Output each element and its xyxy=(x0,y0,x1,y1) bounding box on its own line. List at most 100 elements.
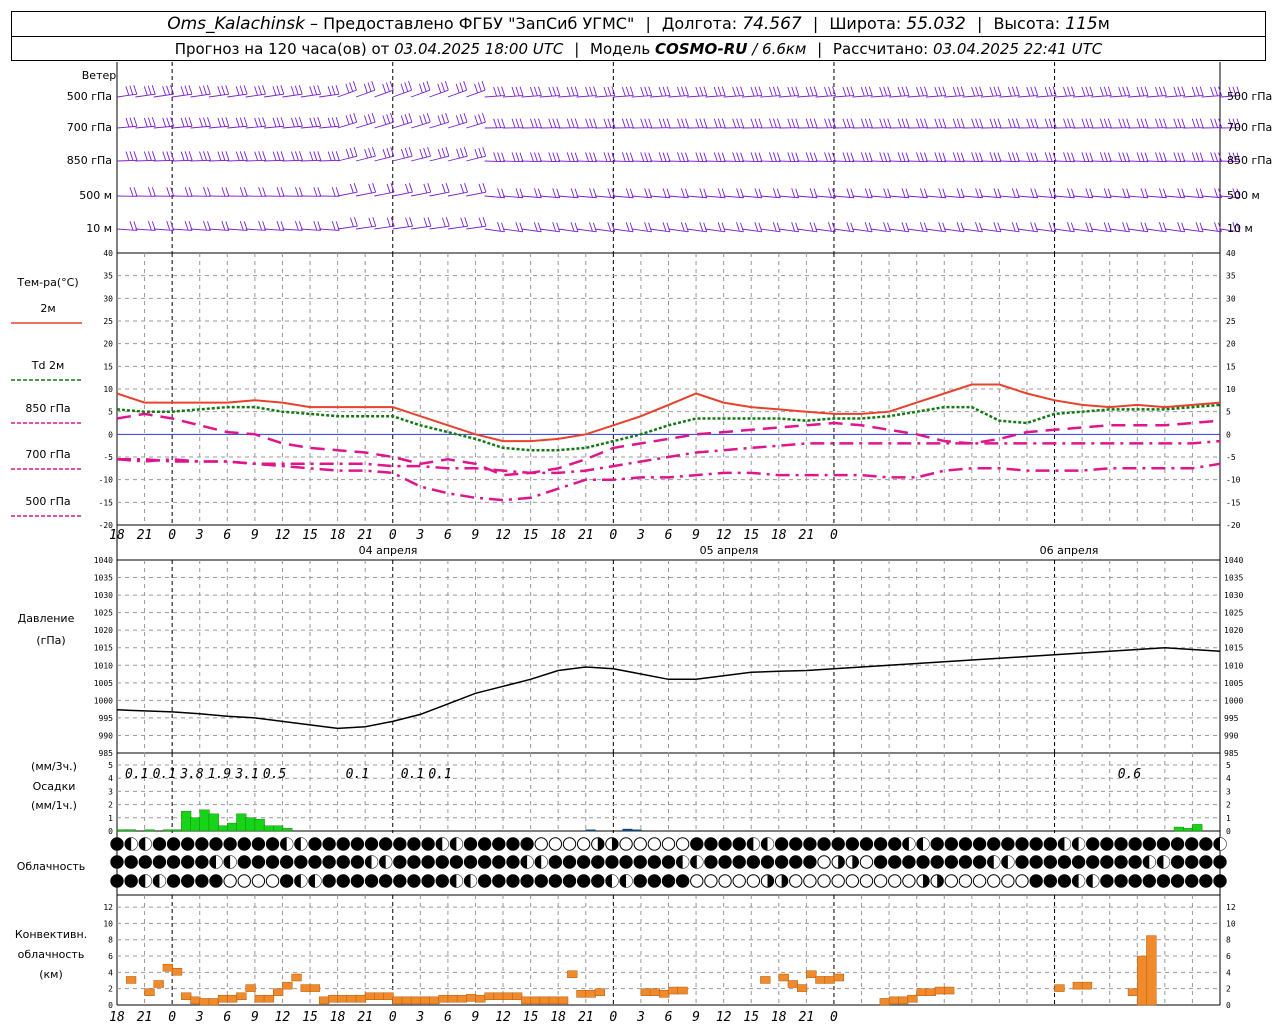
conv-bar xyxy=(806,970,817,978)
wind-barb-flag xyxy=(556,152,561,162)
wind-barb-flag xyxy=(221,85,226,95)
cloud-symbol xyxy=(718,837,732,851)
wind-barb-flag xyxy=(345,148,350,159)
wind-barb-flag xyxy=(813,86,818,96)
wind-barb-flag xyxy=(1126,222,1130,232)
wind-barb-shaft xyxy=(1146,195,1167,199)
cloud-symbol xyxy=(548,855,563,869)
pres-tick-left: 1010 xyxy=(94,661,113,670)
cloud-symbol xyxy=(845,837,860,851)
wind-barb-shaft xyxy=(1054,95,1075,98)
cloud-title: Облачность xyxy=(17,860,86,873)
wind-barb-shaft xyxy=(815,95,836,98)
wind-barb-flag xyxy=(699,86,704,97)
x-tick-label: 18 xyxy=(771,1010,787,1024)
wind-barb-shaft xyxy=(1091,160,1112,163)
wind-barb-flag xyxy=(574,152,579,162)
wind-barb-flag xyxy=(809,152,814,162)
pres-tick-left: 1030 xyxy=(94,591,113,600)
wind-barb-shaft xyxy=(153,125,174,129)
lat-value: 55.032 xyxy=(906,14,966,34)
conv-bar xyxy=(1072,981,1083,990)
wind-barb-flag xyxy=(989,87,994,97)
pres-tick-left: 1005 xyxy=(94,679,113,688)
cloud-symbol xyxy=(732,837,746,851)
wind-barb-flag xyxy=(390,113,394,123)
precip-bar xyxy=(125,829,137,832)
wind-barb-shaft xyxy=(484,228,505,233)
temp-tick-left: -15 xyxy=(99,498,114,507)
wind-barb-flag xyxy=(239,85,244,95)
wind-barb-flag xyxy=(386,217,391,227)
cloud-symbol xyxy=(1199,837,1213,851)
cloud-symbol-half xyxy=(611,874,619,888)
wind-barb-flag xyxy=(860,87,865,97)
wind-barb-flag xyxy=(478,147,483,158)
wind-barb-flag xyxy=(832,118,836,128)
wind-barb-flag xyxy=(533,86,538,97)
wind-barb-shaft xyxy=(558,195,579,199)
wind-barb-shaft xyxy=(594,195,615,199)
wind-barb-flag xyxy=(942,222,947,232)
wind-barb-flag xyxy=(1081,87,1086,97)
wind-barb-shaft xyxy=(411,225,432,230)
wind-barb-flag xyxy=(828,152,832,162)
wind-barb-flag xyxy=(151,151,156,161)
cloud-symbol xyxy=(1128,837,1142,851)
wind-barb-flag xyxy=(883,188,888,198)
cloud-symbol xyxy=(647,874,662,888)
cloud-symbol-half xyxy=(1220,837,1227,851)
cloud-symbol xyxy=(520,837,534,851)
wind-barb-flag xyxy=(956,152,961,162)
conv-bar xyxy=(925,988,936,996)
wind-barb-flag xyxy=(850,222,855,232)
wind-barb-shaft xyxy=(1017,195,1038,199)
wind-barb-flag xyxy=(1030,152,1035,162)
cloud-symbol-half xyxy=(1064,837,1071,851)
x-tick-label: 18 xyxy=(550,528,566,543)
wind-barb-shaft xyxy=(797,160,818,163)
wind-barb-flag xyxy=(979,86,984,96)
temp-tick-right: 0 xyxy=(1226,430,1231,439)
cloud-symbol-half xyxy=(145,874,152,888)
cloud-symbol xyxy=(1170,837,1185,851)
wind-barb-flag xyxy=(1071,152,1075,162)
wind-barb-flag xyxy=(1063,152,1067,162)
cloud-symbol xyxy=(873,874,888,888)
precip-bar xyxy=(171,829,183,832)
cloud-symbol xyxy=(435,874,449,888)
precip-bar xyxy=(254,818,265,832)
cloud-symbol xyxy=(760,855,775,869)
wind-barb-shaft xyxy=(1109,160,1130,163)
wind-barb-flag xyxy=(1048,152,1053,162)
wind-barb-flag xyxy=(1191,87,1196,97)
cloud-symbol xyxy=(181,874,195,888)
wind-barb-flag xyxy=(662,222,667,232)
wind-barb-shaft xyxy=(1219,195,1240,199)
wind-barb-flag xyxy=(1103,222,1108,232)
temp-tick-right: -20 xyxy=(1226,521,1241,530)
pres-tick-right: 1005 xyxy=(1224,679,1243,688)
cloud-symbol xyxy=(803,837,817,851)
wind-barb-shaft xyxy=(282,159,303,162)
cloud-symbol xyxy=(732,874,746,888)
wind-barb-flag xyxy=(497,86,502,97)
cloud-symbol xyxy=(322,837,336,851)
temp-legend-label: 700 гПа xyxy=(25,448,70,461)
wind-barb-flag xyxy=(883,152,888,162)
wind-barb-shaft xyxy=(668,228,689,233)
cloud-symbol xyxy=(223,837,237,851)
cloud-symbol xyxy=(972,855,987,869)
wind-barb-flag xyxy=(254,86,258,96)
wind-barb-flag xyxy=(736,118,741,128)
wind-barb-flag xyxy=(942,152,947,162)
conv-title: облачность xyxy=(18,948,85,961)
wind-barb-flag xyxy=(754,86,759,97)
cloud-symbol xyxy=(534,837,548,851)
wind-barb-flag xyxy=(1081,152,1086,162)
wind-barb-flag xyxy=(1136,118,1141,128)
wind-barb-flag xyxy=(276,117,281,127)
x-tick-label: 9 xyxy=(251,528,259,543)
precip-bar xyxy=(181,811,192,832)
wind-level-label-right: 10 м xyxy=(1227,222,1253,235)
